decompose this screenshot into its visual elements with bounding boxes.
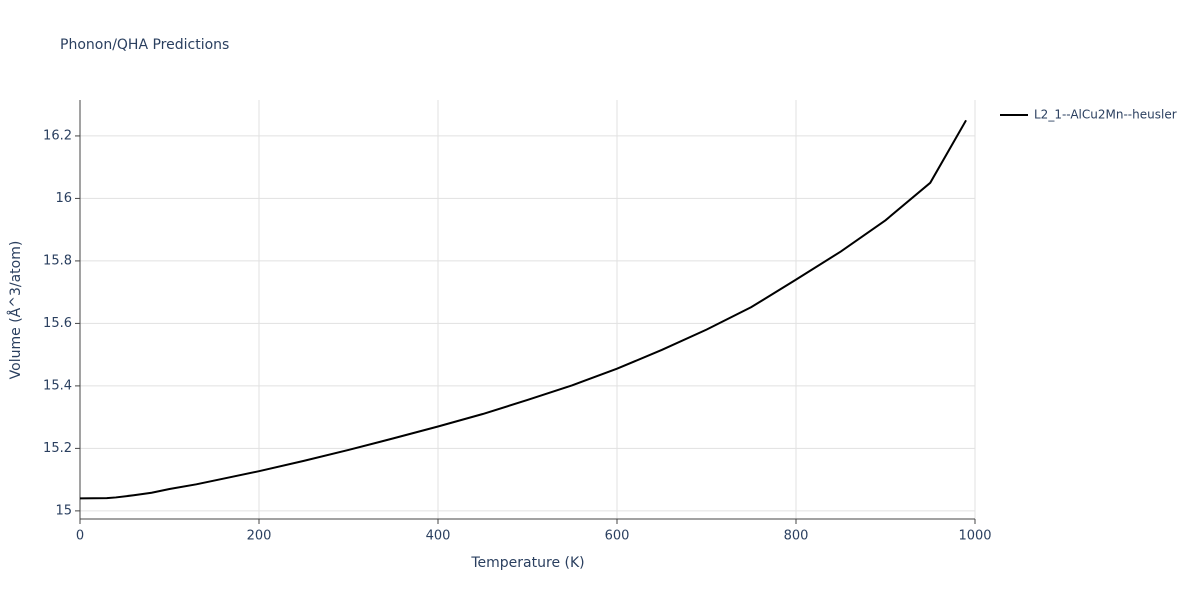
y-tick-label: 16.2: [43, 128, 72, 143]
chart-title: Phonon/QHA Predictions: [60, 37, 229, 53]
x-tick-label: 200: [247, 529, 272, 544]
legend-label: L2_1--AlCu2Mn--heusler: [1034, 108, 1177, 122]
y-axis-label: Volume (Å^3/atom): [7, 241, 24, 380]
x-tick-label: 1000: [958, 529, 991, 544]
x-tick-label: 0: [76, 529, 84, 544]
y-tick-label: 15.4: [43, 378, 72, 393]
y-tick-label: 15.2: [43, 441, 72, 456]
x-tick-label: 600: [605, 529, 630, 544]
x-tick-label: 800: [784, 529, 809, 544]
x-tick-label: 400: [426, 529, 451, 544]
y-tick-label: 15.8: [43, 253, 72, 268]
x-axis-label: Temperature (K): [470, 555, 584, 571]
y-tick-label: 16: [55, 191, 72, 206]
y-tick-label: 15: [55, 503, 72, 518]
y-tick-label: 15.6: [43, 316, 72, 331]
line: [79, 119, 967, 500]
